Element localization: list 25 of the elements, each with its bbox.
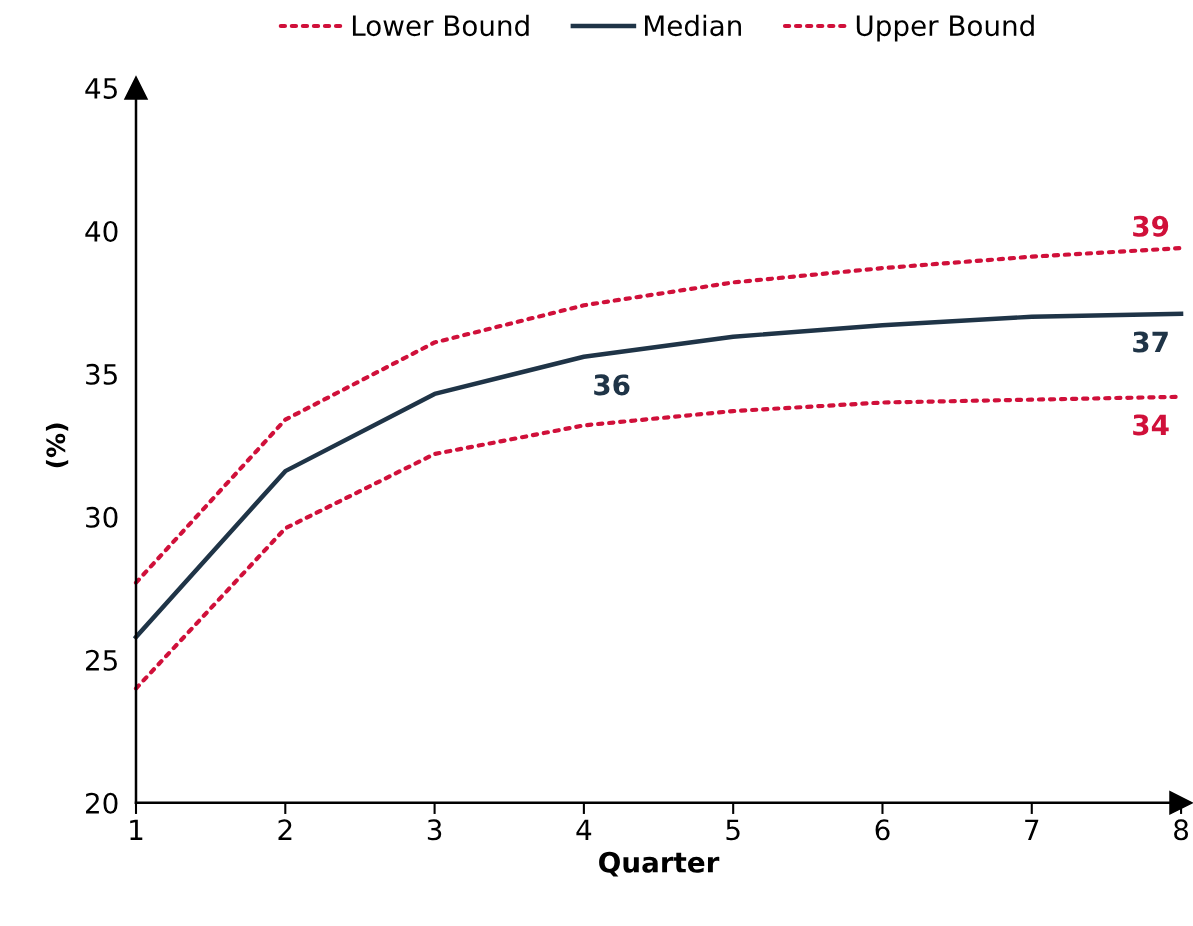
legend-label: Upper Bound [856,14,1034,42]
x-tick-label: 6 [875,819,890,841]
y-tick-label: 25 [86,649,117,671]
x-tick-label: 2 [278,819,292,840]
y-axis-title: (%) [45,423,69,468]
data-label: 37 [1133,331,1168,353]
x-tick-label: 3 [427,819,442,841]
line-series [133,311,1184,640]
data-label: 39 [1133,215,1169,237]
x-tick-label: 5 [726,819,740,841]
data-label: 34 [1133,414,1169,436]
y-tick-label: 40 [85,220,118,242]
y-tick-label: 20 [86,792,118,814]
x-tick-label: 4 [576,819,592,840]
x-tick-label: 8 [1174,819,1189,841]
legend-label: Lower Bound [352,14,529,37]
y-tick-label: 45 [85,78,117,99]
y-tick-label: 35 [86,363,117,385]
y-tick-label: 30 [86,506,118,528]
line-series [133,246,1184,585]
legend-label: Median [645,14,741,37]
data-label: 36 [594,374,630,396]
x-tick-label: 1 [130,819,143,840]
x-axis-title: Quarter [599,851,720,877]
x-tick-label: 7 [1025,819,1039,840]
